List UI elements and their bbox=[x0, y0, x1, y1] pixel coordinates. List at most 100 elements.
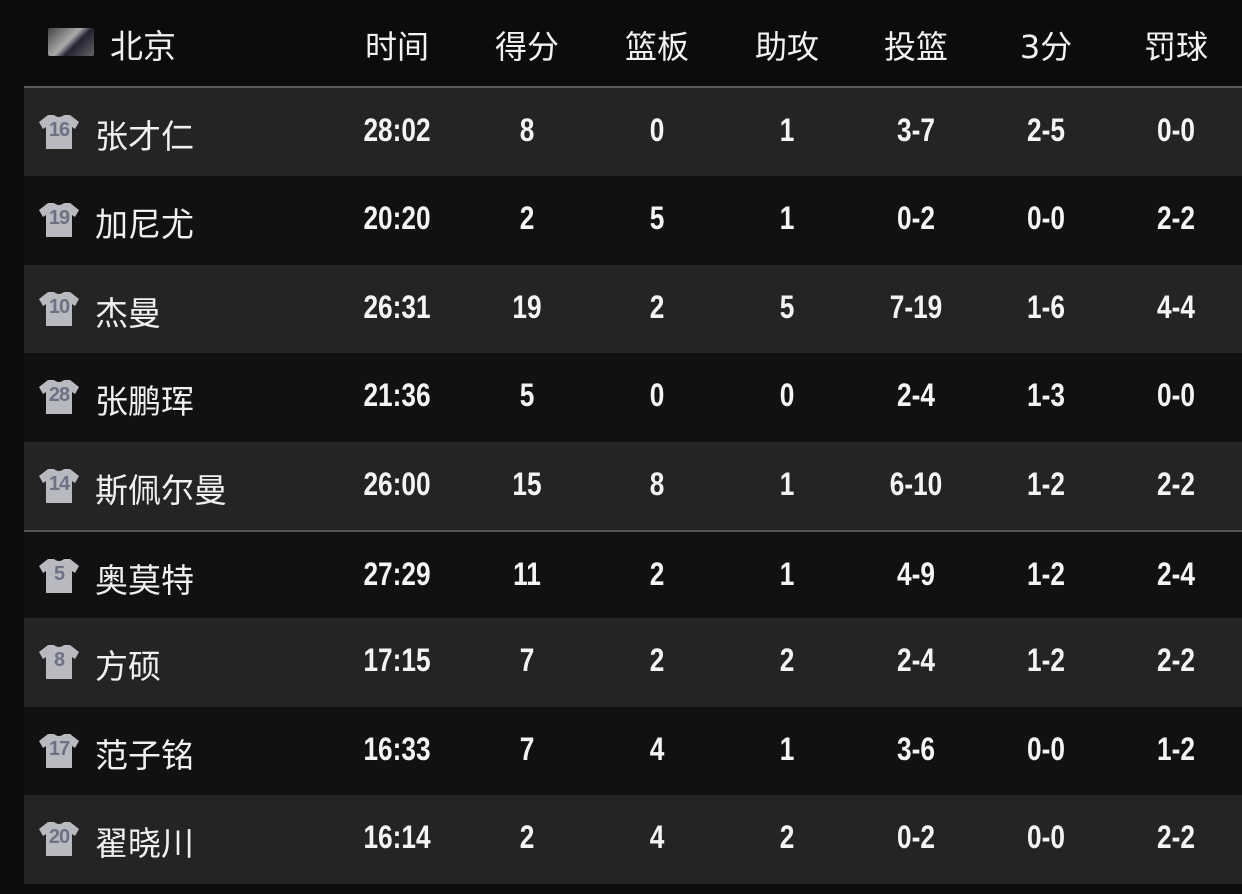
player-name[interactable]: 张才仁 bbox=[95, 117, 194, 156]
stat-free-throws: 2-4 bbox=[1157, 555, 1195, 592]
stat-field-goals: 2-4 bbox=[897, 377, 935, 414]
table-header: 北京 时间 得分 篮板 助攻 投篮 3分 罚球 bbox=[0, 0, 1242, 86]
stat-free-throws: 2-2 bbox=[1157, 200, 1195, 237]
jersey-number: 8 bbox=[53, 649, 65, 672]
stat-points: 2 bbox=[519, 819, 535, 856]
stat-three-pointers: 1-2 bbox=[1027, 465, 1065, 502]
jersey-number: 17 bbox=[48, 737, 70, 760]
table-row[interactable]: 5 奥莫特 27:29 11 2 1 4-9 1-2 2-4 bbox=[24, 529, 1242, 619]
stat-minutes: 16:14 bbox=[363, 819, 431, 856]
stat-free-throws: 1-2 bbox=[1157, 730, 1195, 767]
stat-free-throws: 2-2 bbox=[1157, 465, 1195, 502]
column-header-field-goals[interactable]: 投篮 bbox=[883, 28, 949, 66]
stat-rebounds: 2 bbox=[649, 288, 665, 325]
stat-minutes: 16:33 bbox=[363, 730, 431, 767]
stat-assists: 1 bbox=[779, 465, 795, 502]
jersey-icon: 10 bbox=[38, 291, 80, 327]
stat-rebounds: 2 bbox=[649, 555, 665, 592]
jersey-icon: 17 bbox=[38, 733, 80, 769]
stat-rebounds: 0 bbox=[649, 377, 665, 414]
stat-three-pointers: 1-2 bbox=[1027, 555, 1065, 592]
table-row[interactable]: 10 杰曼 26:31 19 2 5 7-19 1-6 4-4 bbox=[24, 264, 1242, 354]
table-row[interactable]: 17 范子铭 16:33 7 4 1 3-6 0-0 1-2 bbox=[24, 706, 1242, 796]
stat-field-goals: 3-7 bbox=[897, 112, 935, 148]
stat-field-goals: 6-10 bbox=[889, 465, 943, 502]
jersey-icon: 28 bbox=[38, 379, 80, 415]
stat-rebounds: 4 bbox=[649, 819, 665, 856]
stat-free-throws: 4-4 bbox=[1157, 288, 1195, 325]
player-name[interactable]: 范子铭 bbox=[95, 735, 194, 775]
player-name[interactable]: 张鹏珲 bbox=[95, 382, 194, 422]
jersey-icon: 19 bbox=[38, 202, 80, 238]
stat-three-pointers: 1-3 bbox=[1027, 377, 1065, 414]
stat-three-pointers: 2-5 bbox=[1027, 112, 1065, 148]
stat-minutes: 21:36 bbox=[363, 377, 431, 414]
player-name[interactable]: 加尼尤 bbox=[95, 205, 194, 245]
stat-points: 19 bbox=[512, 288, 542, 325]
table-row[interactable]: 14 斯佩尔曼 26:00 15 8 1 6-10 1-2 2-2 bbox=[24, 441, 1242, 530]
player-name[interactable]: 方硕 bbox=[95, 647, 161, 687]
player-name[interactable]: 斯佩尔曼 bbox=[95, 470, 227, 510]
stat-assists: 1 bbox=[779, 555, 795, 592]
stat-points: 15 bbox=[512, 465, 542, 502]
stat-three-pointers: 1-2 bbox=[1027, 642, 1065, 679]
stat-rebounds: 5 bbox=[649, 200, 665, 237]
jersey-number: 10 bbox=[48, 295, 70, 318]
column-header-three-pointers[interactable]: 3分 bbox=[1019, 28, 1073, 66]
table-row[interactable]: 16 张才仁 28:02 8 0 1 3-7 2-5 0-0 bbox=[24, 88, 1242, 177]
stat-rebounds: 4 bbox=[649, 730, 665, 767]
box-score-table: 16 张才仁 28:02 8 0 1 3-7 2-5 0-0 19 加尼尤 20:20 2 5 1 0-2… bbox=[24, 86, 1242, 884]
table-row[interactable]: 28 张鹏珲 21:36 5 0 0 2-4 1-3 0-0 bbox=[24, 353, 1242, 442]
stat-field-goals: 0-2 bbox=[897, 200, 935, 237]
jersey-icon: 5 bbox=[38, 558, 80, 594]
jersey-number: 19 bbox=[48, 207, 70, 230]
column-header-rebounds[interactable]: 篮板 bbox=[624, 28, 690, 66]
table-row[interactable]: 19 加尼尤 20:20 2 5 1 0-2 0-0 2-2 bbox=[24, 176, 1242, 265]
stat-minutes: 17:15 bbox=[363, 642, 431, 679]
jersey-number: 16 bbox=[48, 119, 70, 141]
stat-three-pointers: 1-6 bbox=[1027, 288, 1065, 325]
stat-minutes: 28:02 bbox=[363, 112, 431, 148]
column-header-assists[interactable]: 助攻 bbox=[754, 28, 820, 66]
stat-assists: 2 bbox=[779, 819, 795, 856]
stat-free-throws: 0-0 bbox=[1157, 112, 1195, 148]
stat-points: 7 bbox=[519, 730, 535, 767]
table-row[interactable]: 8 方硕 17:15 7 2 2 2-4 1-2 2-2 bbox=[24, 618, 1242, 707]
stat-field-goals: 0-2 bbox=[897, 819, 935, 856]
jersey-number: 14 bbox=[48, 472, 70, 495]
stat-three-pointers: 0-0 bbox=[1027, 730, 1065, 767]
stat-field-goals: 3-6 bbox=[897, 730, 935, 767]
table-row[interactable]: 20 翟晓川 16:14 2 4 2 0-2 0-0 2-2 bbox=[24, 795, 1242, 884]
jersey-icon: 8 bbox=[38, 644, 80, 680]
player-name[interactable]: 翟晓川 bbox=[95, 824, 194, 864]
stat-field-goals: 2-4 bbox=[897, 642, 935, 679]
team-logo bbox=[48, 28, 94, 56]
stat-minutes: 20:20 bbox=[363, 200, 431, 237]
jersey-number: 28 bbox=[48, 384, 70, 407]
column-header-minutes[interactable]: 时间 bbox=[364, 28, 430, 66]
stat-points: 11 bbox=[513, 555, 541, 592]
stat-points: 2 bbox=[519, 200, 535, 237]
stat-rebounds: 0 bbox=[649, 112, 665, 148]
stat-three-pointers: 0-0 bbox=[1027, 819, 1065, 856]
player-name[interactable]: 奥莫特 bbox=[95, 560, 194, 600]
column-header-free-throws[interactable]: 罚球 bbox=[1143, 28, 1209, 66]
column-header-points[interactable]: 得分 bbox=[494, 28, 560, 66]
stat-assists: 2 bbox=[779, 642, 795, 679]
stat-assists: 0 bbox=[779, 377, 795, 414]
stat-minutes: 26:00 bbox=[363, 465, 431, 502]
player-name[interactable]: 杰曼 bbox=[95, 293, 161, 333]
stat-field-goals: 7-19 bbox=[889, 288, 943, 325]
stat-rebounds: 2 bbox=[649, 642, 665, 679]
stat-free-throws: 2-2 bbox=[1157, 819, 1195, 856]
stat-free-throws: 0-0 bbox=[1157, 377, 1195, 414]
stat-three-pointers: 0-0 bbox=[1027, 200, 1065, 237]
team-name: 北京 bbox=[110, 27, 176, 66]
stat-assists: 1 bbox=[779, 200, 795, 237]
stat-points: 5 bbox=[519, 377, 535, 414]
jersey-icon: 14 bbox=[38, 468, 80, 504]
stat-free-throws: 2-2 bbox=[1157, 642, 1195, 679]
jersey-icon: 20 bbox=[38, 821, 80, 857]
stat-minutes: 27:29 bbox=[363, 555, 431, 592]
stat-assists: 1 bbox=[779, 112, 795, 148]
